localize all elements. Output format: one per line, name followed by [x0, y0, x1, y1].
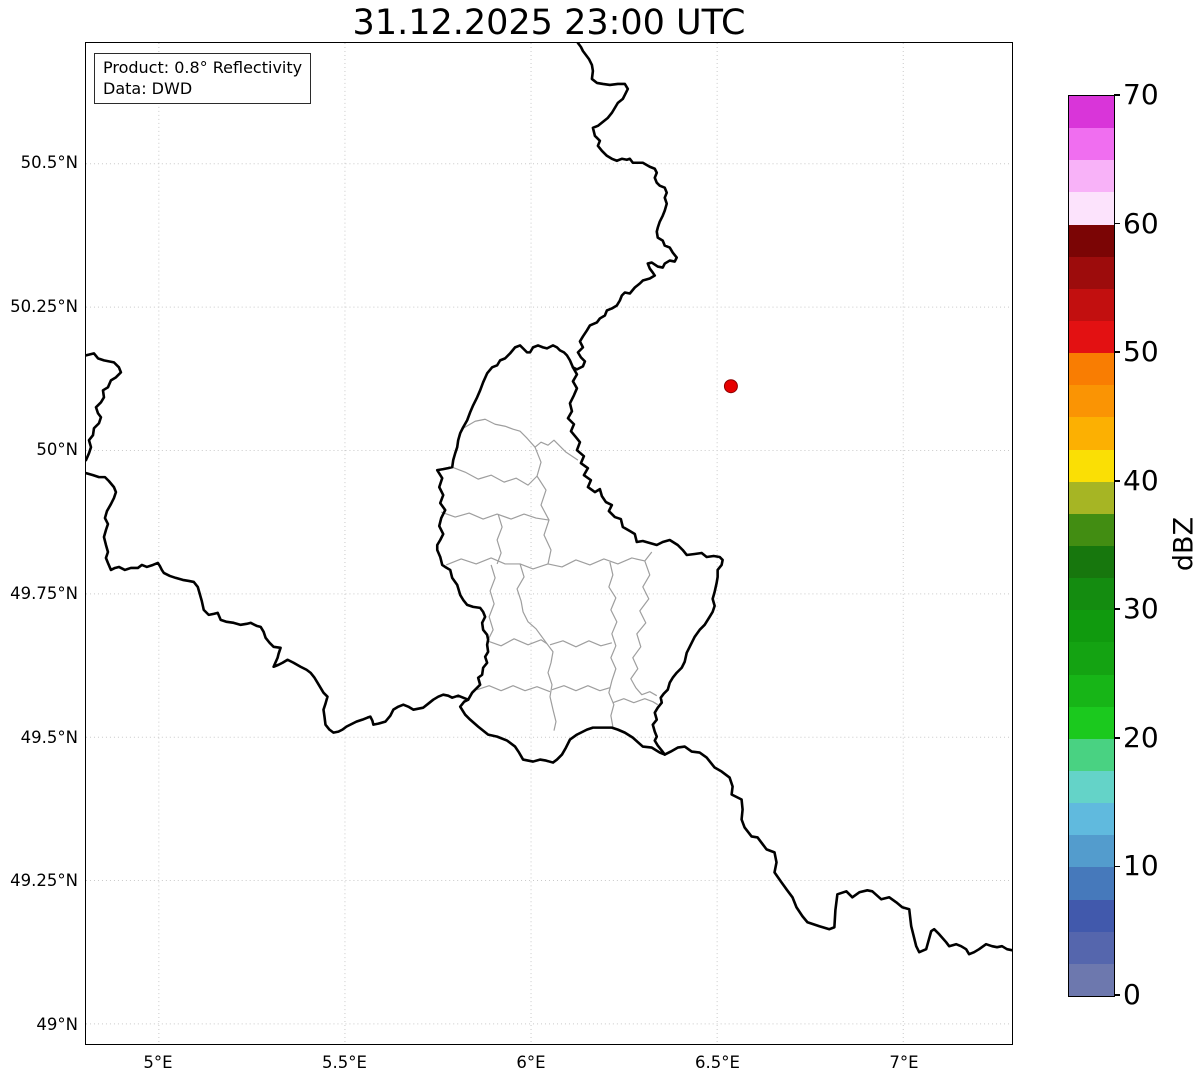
colorbar-segment-65-67.5dbz	[1069, 128, 1114, 161]
y-tick-label: 50°N	[36, 440, 78, 460]
canton-border	[445, 551, 653, 570]
colorbar-tick-label: 30	[1123, 592, 1159, 626]
canton-border	[487, 564, 496, 641]
product-annotation-line2: Data: DWD	[103, 79, 193, 98]
canton-border	[451, 466, 538, 486]
map-canvas	[86, 43, 1012, 1044]
y-tick-label: 49.75°N	[10, 583, 78, 603]
colorbar-tick-mark	[1114, 222, 1120, 225]
colorbar-tick-label: 40	[1123, 463, 1159, 497]
colorbar-segment-12.5-15dbz	[1069, 803, 1114, 836]
canton-border	[516, 563, 557, 731]
colorbar-tick-mark	[1114, 351, 1120, 353]
colorbar-segment-62.5-65dbz	[1069, 160, 1114, 193]
colorbar-segment-25-27.5dbz	[1069, 642, 1114, 675]
colorbar-segment-52.5-55dbz	[1069, 288, 1114, 321]
colorbar-segment-57.5-60dbz	[1069, 224, 1114, 257]
canton-border	[496, 513, 503, 565]
colorbar-segment-67.5-70dbz	[1069, 96, 1114, 129]
border-france-belgium	[86, 471, 470, 734]
colorbar-tick-mark	[1114, 737, 1120, 739]
colorbar-segment-17.5-20dbz	[1069, 738, 1114, 771]
colorbar-segment-30-32.5dbz	[1069, 578, 1114, 611]
colorbar-tick-mark	[1114, 994, 1120, 996]
border-france-germany	[663, 745, 1012, 956]
canton-border	[441, 511, 550, 521]
colorbar-segment-50-52.5dbz	[1069, 320, 1114, 354]
colorbar-tick-label: 20	[1123, 720, 1159, 754]
colorbar-segment-55-57.5dbz	[1069, 256, 1114, 289]
canton-border	[630, 560, 658, 697]
radar-site-marker	[723, 379, 738, 394]
x-tick-label: 5°E	[143, 1053, 173, 1072]
y-tick-label: 50.5°N	[20, 152, 78, 172]
canton-border	[551, 685, 611, 692]
colorbar-segment-32.5-35dbz	[1069, 545, 1114, 579]
colorbar-segment-20-22.5dbz	[1069, 706, 1114, 739]
product-annotation-line1: Product: 0.8° Reflectivity	[103, 58, 303, 77]
canton-border	[462, 418, 579, 461]
map-plot-area: Product: 0.8° Reflectivity Data: DWD	[85, 42, 1013, 1045]
colorbar-segment-37.5-40dbz	[1069, 481, 1114, 514]
colorbar-axis-label: dBZ	[1168, 516, 1200, 572]
y-tick-label: 50.25°N	[10, 296, 78, 316]
colorbar-tick-label: 10	[1123, 849, 1159, 883]
colorbar-segment-27.5-30dbz	[1069, 610, 1114, 643]
canton-border	[476, 685, 551, 693]
x-tick-label: 5.5°E	[322, 1053, 367, 1072]
y-tick-label: 49°N	[36, 1014, 78, 1034]
figure-title: 31.12.2025 23:00 UTC	[352, 3, 746, 43]
colorbar-tick-label: 70	[1123, 78, 1159, 111]
colorbar-segment-7.5-10dbz	[1069, 867, 1114, 900]
colorbar-tick-mark	[1114, 479, 1120, 482]
colorbar-segment-15-17.5dbz	[1069, 770, 1114, 804]
colorbar-segment-40-42.5dbz	[1069, 449, 1114, 482]
y-tick-label: 49.5°N	[20, 727, 78, 747]
colorbar-segment-2.5-5dbz	[1069, 931, 1114, 964]
colorbar-tick-label: 50	[1123, 335, 1159, 369]
x-tick-label: 6.5°E	[695, 1053, 740, 1072]
colorbar-tick-mark	[1114, 94, 1120, 96]
colorbar-segment-22.5-25dbz	[1069, 674, 1114, 707]
colorbar-segment-10-12.5dbz	[1069, 835, 1114, 868]
colorbar-tick-mark	[1114, 865, 1120, 868]
border-france-belgium-north	[86, 352, 123, 462]
colorbar-tick-mark	[1114, 608, 1120, 611]
border-luxembourg	[435, 344, 724, 764]
x-tick-label: 7°E	[889, 1053, 919, 1072]
product-annotation-box: Product: 0.8° Reflectivity Data: DWD	[94, 53, 312, 104]
canton-border	[549, 640, 613, 648]
colorbar-segment-45-47.5dbz	[1069, 385, 1114, 418]
border-belgium-germany	[571, 43, 679, 371]
canton-border	[608, 561, 618, 727]
colorbar-segment-47.5-50dbz	[1069, 353, 1114, 386]
canton-border	[486, 638, 548, 647]
colorbar-tick-label: 60	[1123, 206, 1159, 240]
colorbar-segment-60-62.5dbz	[1069, 192, 1114, 225]
y-tick-label: 49.25°N	[10, 871, 78, 891]
x-tick-label: 6°E	[516, 1053, 546, 1072]
colorbar-segment-5-7.5dbz	[1069, 899, 1114, 932]
reflectivity-colorbar	[1068, 95, 1115, 997]
colorbar-segment-42.5-45dbz	[1069, 417, 1114, 450]
colorbar-segment-0-2.5dbz	[1069, 963, 1114, 996]
colorbar-tick-label: 0	[1123, 978, 1141, 1011]
canton-border	[534, 446, 552, 565]
canton-border	[612, 698, 659, 706]
colorbar-segment-35-37.5dbz	[1069, 513, 1114, 546]
